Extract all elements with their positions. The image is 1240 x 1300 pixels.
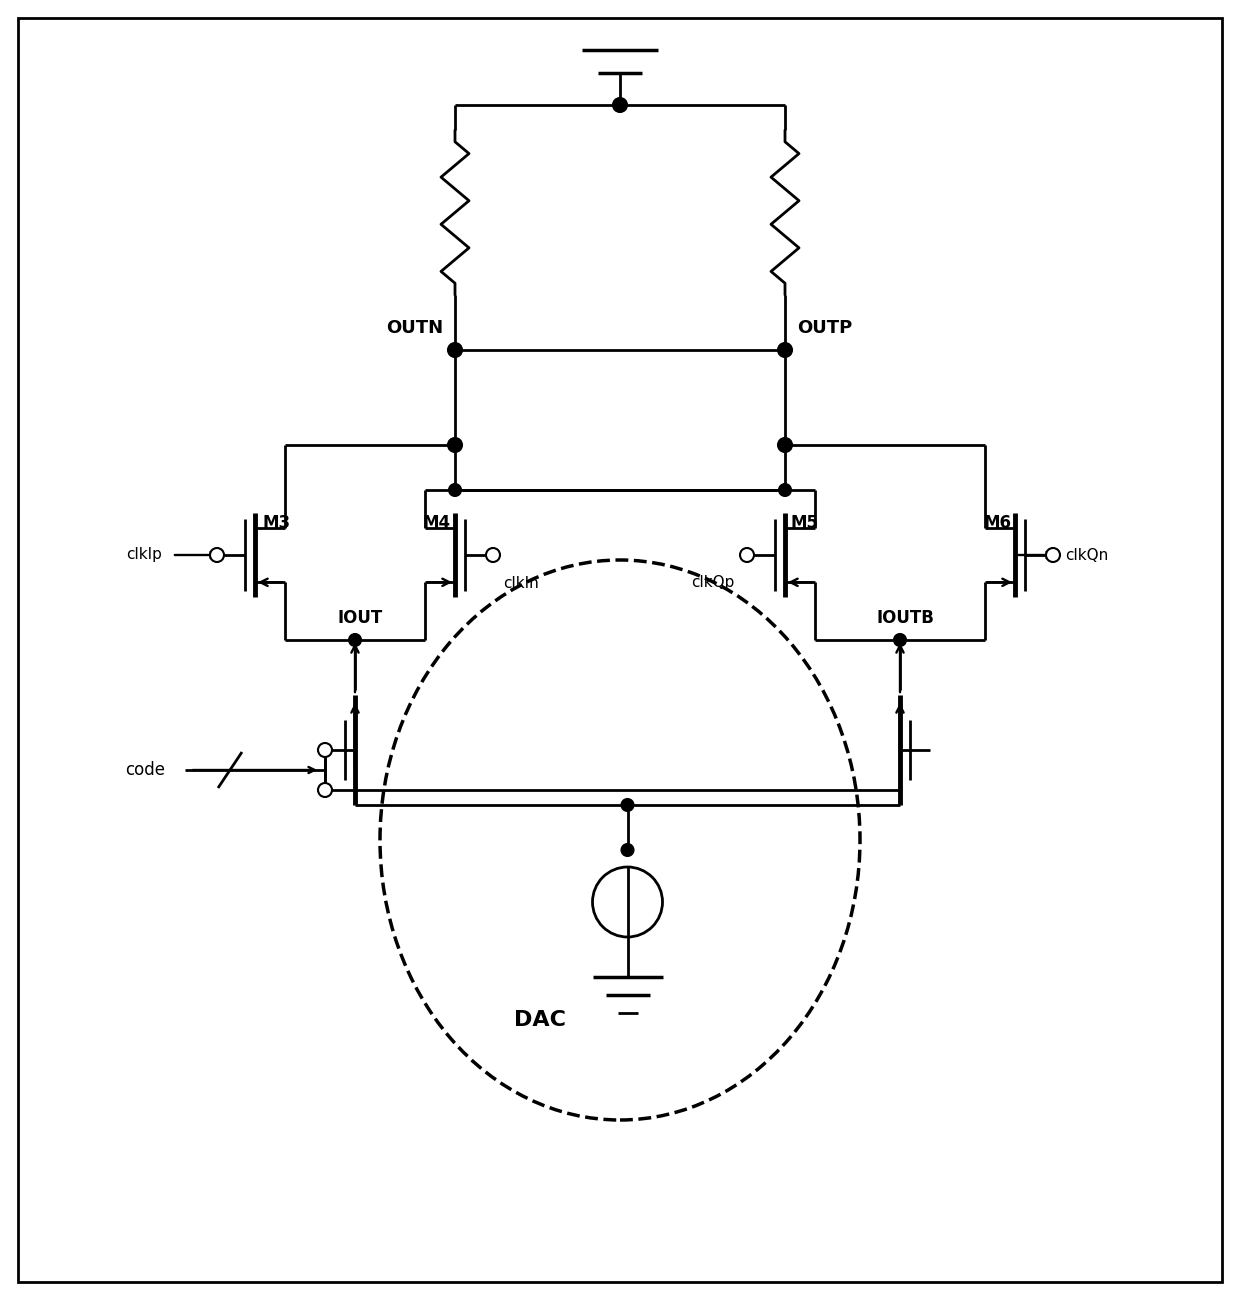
Text: IOUT: IOUT <box>337 608 383 627</box>
Text: M6: M6 <box>983 514 1011 532</box>
Text: clkQn: clkQn <box>1065 547 1109 563</box>
Text: IOUTB: IOUTB <box>877 608 934 627</box>
Circle shape <box>613 98 627 112</box>
Text: DAC: DAC <box>515 1010 565 1030</box>
Circle shape <box>210 549 224 562</box>
Text: M5: M5 <box>791 514 818 532</box>
Circle shape <box>348 634 361 646</box>
Circle shape <box>1047 549 1060 562</box>
Circle shape <box>621 800 634 811</box>
Circle shape <box>486 549 500 562</box>
Text: M3: M3 <box>263 514 291 532</box>
Circle shape <box>621 844 634 855</box>
Circle shape <box>317 783 332 797</box>
Circle shape <box>448 438 463 452</box>
Circle shape <box>777 438 792 452</box>
Text: OUTP: OUTP <box>797 318 852 337</box>
Text: clkQp: clkQp <box>692 576 735 590</box>
Text: M4: M4 <box>423 514 451 532</box>
Text: code: code <box>125 760 165 779</box>
Circle shape <box>777 343 792 358</box>
Text: clkIn: clkIn <box>503 576 538 590</box>
Circle shape <box>317 744 332 757</box>
Circle shape <box>779 484 791 497</box>
Circle shape <box>740 549 754 562</box>
Text: OUTN: OUTN <box>386 318 443 337</box>
Circle shape <box>449 484 461 497</box>
Circle shape <box>894 634 906 646</box>
Text: clkIp: clkIp <box>126 547 162 563</box>
Circle shape <box>448 343 463 358</box>
